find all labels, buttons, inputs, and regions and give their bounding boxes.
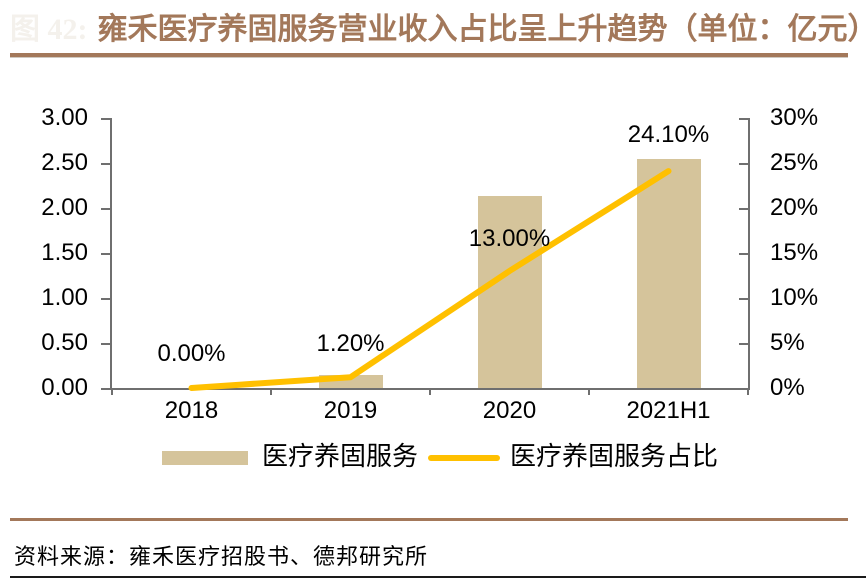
right-axis-tick-label: 5% (770, 329, 805, 356)
legend-line-label: 医疗养固服务占比 (510, 442, 719, 471)
right-axis-tick (739, 298, 748, 300)
data-source-note: 资料来源：雍禾医疗招股书、德邦研究所 (14, 544, 429, 569)
right-axis-tick-label: 20% (770, 194, 819, 221)
line-point-label-2018: 0.00% (157, 340, 226, 367)
left-axis-tick (101, 343, 110, 345)
line-point-label-2020: 13.00% (468, 225, 551, 252)
x-axis-label-2019: 2019 (323, 397, 378, 424)
line-point-label-2019: 1.20% (316, 330, 385, 358)
bar-2019 (318, 374, 383, 388)
legend-line-swatch (428, 455, 500, 461)
right-axis-line (748, 118, 750, 390)
left-axis-tick (101, 388, 110, 390)
bar-2021H1 (636, 159, 701, 388)
left-axis-tick (101, 298, 110, 300)
legend-bar-swatch (162, 451, 248, 465)
right-axis-tick-label: 15% (770, 239, 819, 266)
right-axis-tick (739, 118, 748, 120)
left-axis-tick-label: 1.00 (41, 284, 88, 311)
x-axis-tick (588, 390, 590, 395)
ratio-line-path (188, 168, 672, 391)
left-axis-line (110, 118, 112, 390)
right-axis-tick-label: 30% (770, 104, 819, 131)
left-axis-tick-label: 2.00 (41, 194, 88, 221)
right-axis-tick-label: 25% (770, 149, 819, 176)
left-axis-tick-label: 0.00 (41, 374, 88, 401)
right-axis-tick (739, 163, 748, 165)
x-axis-tick (747, 390, 749, 395)
figure-title-row: 图 42: 雍禾医疗养固服务营业收入占比呈上升趋势（单位：亿元） (10, 9, 866, 51)
chart-legend: 医疗养固服务 医疗养固服务占比 (0, 440, 866, 476)
x-axis-tick (429, 390, 431, 395)
left-axis-tick (101, 163, 110, 165)
legend-bar-label: 医疗养固服务 (262, 442, 419, 471)
x-axis-label-2021H1: 2021H1 (626, 397, 711, 424)
left-axis-tick (101, 253, 110, 255)
right-axis-tick-label: 0% (770, 374, 805, 401)
left-axis-tick (101, 118, 110, 120)
right-axis-tick (739, 208, 748, 210)
left-axis-tick-label: 0.50 (41, 329, 88, 356)
figure-title: 雍禾医疗养固服务营业收入占比呈上升趋势（单位：亿元） (97, 13, 866, 46)
bottom-border (10, 576, 866, 578)
right-axis-tick (739, 343, 748, 345)
right-axis-tick (739, 388, 748, 390)
left-axis-tick-label: 1.50 (41, 239, 88, 266)
left-axis-tick-label: 2.50 (41, 149, 88, 176)
figure-number: 图 42: (10, 13, 88, 46)
right-axis-tick (739, 253, 748, 255)
left-axis-tick-label: 3.00 (41, 104, 88, 131)
x-axis-tick (270, 390, 272, 395)
line-point-label-2021H1: 24.10% (627, 121, 710, 149)
right-axis-tick-label: 10% (770, 284, 819, 311)
x-axis-label-2020: 2020 (482, 397, 537, 424)
left-axis-tick (101, 208, 110, 210)
footer-divider (10, 518, 848, 521)
x-axis-label-2018: 2018 (164, 397, 219, 424)
x-axis-tick (111, 390, 113, 395)
title-divider (10, 53, 848, 58)
